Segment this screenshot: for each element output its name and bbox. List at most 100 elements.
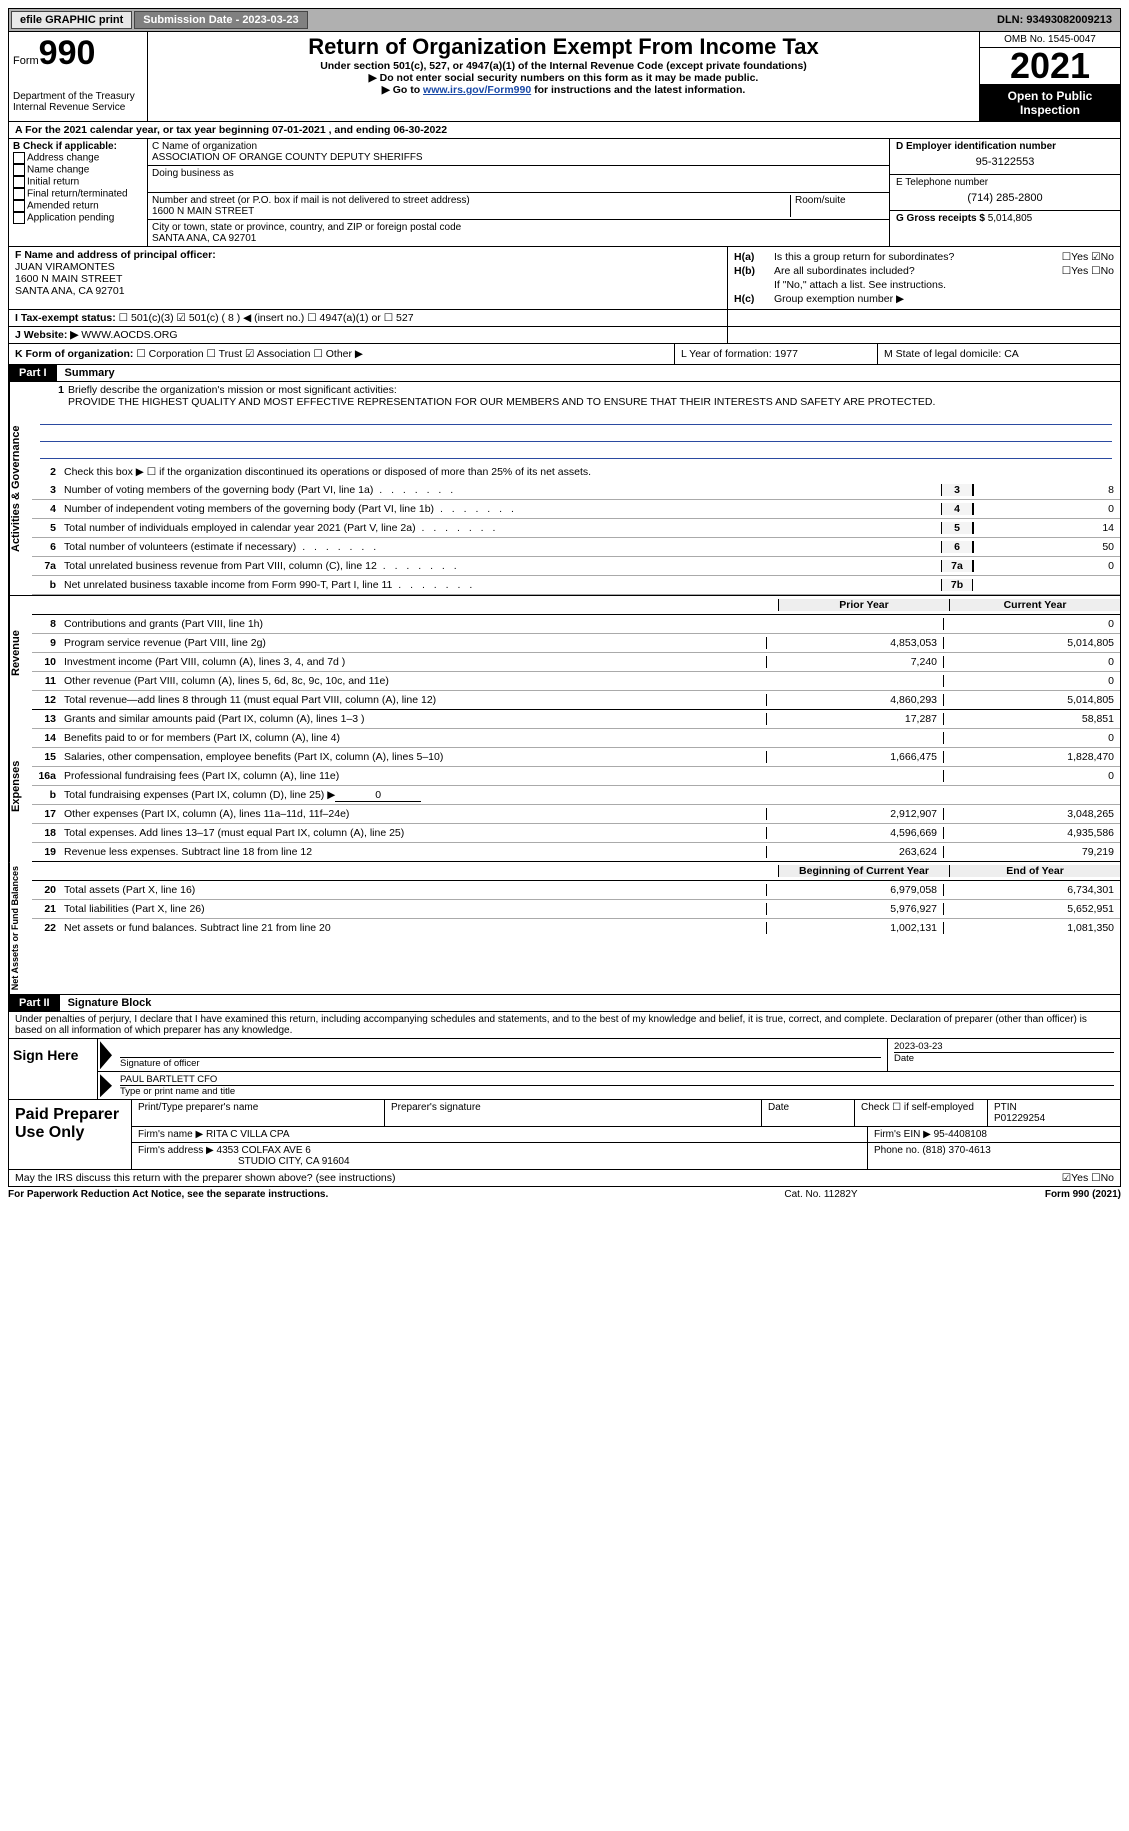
row-j: J Website: ▶ WWW.AOCDS.ORG — [8, 327, 1121, 344]
e17p: 2,912,907 — [766, 808, 943, 820]
r9c: 5,014,805 — [943, 637, 1120, 649]
org-name: ASSOCIATION OF ORANGE COUNTY DEPUTY SHER… — [152, 152, 885, 163]
ebd: Total fundraising expenses (Part IX, col… — [60, 788, 766, 802]
e14c: 0 — [943, 732, 1120, 744]
j-label: J Website: ▶ — [15, 329, 78, 341]
footer-form: Form 990 (2021) — [921, 1189, 1121, 1200]
street-label: Number and street (or P.O. box if mail i… — [152, 195, 790, 206]
hc-label: H(c) — [734, 293, 774, 305]
l2: Check this box ▶ ☐ if the organization d… — [60, 465, 1120, 479]
hc-text: Group exemption number ▶ — [774, 293, 1114, 305]
e16ad: Professional fundraising fees (Part IX, … — [60, 769, 766, 783]
r8c: 0 — [943, 618, 1120, 630]
chk-final: Final return/terminated — [27, 189, 128, 200]
col-b-label: B Check if applicable: — [13, 141, 143, 152]
e15p: 1,666,475 — [766, 751, 943, 763]
arrow-icon — [100, 1074, 112, 1097]
n22c: 1,081,350 — [943, 922, 1120, 934]
col-c: C Name of organization ASSOCIATION OF OR… — [148, 139, 889, 246]
form-number: 990 — [39, 34, 96, 72]
m-state: M State of legal domicile: CA — [878, 344, 1120, 364]
firm-addr2: STUDIO CITY, CA 91604 — [138, 1156, 861, 1167]
form-word: Form — [13, 55, 39, 67]
row-a: A For the 2021 calendar year, or tax yea… — [8, 122, 1121, 139]
officer-addr1: 1600 N MAIN STREET — [15, 273, 721, 285]
firm-phone: (818) 370-4613 — [922, 1145, 990, 1156]
ein: 95-3122553 — [896, 152, 1114, 172]
l4b: 4 — [941, 503, 973, 515]
n22d: Net assets or fund balances. Subtract li… — [60, 921, 766, 935]
gross: 5,014,805 — [988, 213, 1033, 224]
prep-r1c2: Preparer's signature — [385, 1100, 762, 1126]
e19d: Revenue less expenses. Subtract line 18 … — [60, 845, 766, 859]
ha-label: H(a) — [734, 251, 774, 263]
k-label: K Form of organization: — [15, 348, 133, 360]
n20d: Total assets (Part X, line 16) — [60, 883, 766, 897]
part-2-header: Part II Signature Block — [8, 995, 1121, 1012]
r12c: 5,014,805 — [943, 694, 1120, 706]
l4v: 0 — [973, 503, 1120, 515]
prep-r1c5: PTIN — [994, 1102, 1017, 1113]
arrow-icon — [100, 1041, 112, 1069]
city: SANTA ANA, CA 92701 — [152, 233, 885, 244]
tax-year: 2021 — [980, 48, 1120, 85]
l7bd: Net unrelated business taxable income fr… — [60, 578, 941, 592]
n21d: Total liabilities (Part X, line 26) — [60, 902, 766, 916]
l5d: Total number of individuals employed in … — [60, 521, 941, 535]
chk-pending: Application pending — [27, 213, 114, 224]
chk-name: Name change — [27, 165, 89, 176]
r10p: 7,240 — [766, 656, 943, 668]
e17c: 3,048,265 — [943, 808, 1120, 820]
side-ag: Activities & Governance — [9, 382, 32, 595]
r11d: Other revenue (Part VIII, column (A), li… — [60, 674, 766, 688]
r9p: 4,853,053 — [766, 637, 943, 649]
part-2-title: Signature Block — [60, 995, 160, 1011]
dba-label: Doing business as — [152, 168, 885, 179]
prior-hdr: Prior Year — [778, 599, 949, 611]
e18p: 4,596,669 — [766, 827, 943, 839]
firm-name-label: Firm's name ▶ — [138, 1129, 203, 1140]
ha-text: Is this a group return for subordinates? — [774, 251, 1004, 263]
firm-ein-label: Firm's EIN ▶ — [874, 1129, 931, 1140]
name-label: C Name of organization — [152, 141, 885, 152]
e13c: 58,851 — [943, 713, 1120, 725]
name-title-label: Type or print name and title — [120, 1085, 1114, 1097]
l6b: 6 — [941, 541, 973, 553]
e15c: 1,828,470 — [943, 751, 1120, 763]
i-label: I Tax-exempt status: — [15, 312, 116, 324]
l7bb: 7b — [941, 579, 973, 591]
l1-label: Briefly describe the organization's miss… — [68, 384, 397, 396]
sign-here-label: Sign Here — [9, 1039, 98, 1099]
side-rev: Revenue — [9, 596, 32, 710]
form-note-2-post: for instructions and the latest informat… — [531, 84, 745, 96]
dln: DLN: 93493082009213 — [997, 14, 1120, 26]
dept-treasury: Department of the Treasury Internal Reve… — [13, 91, 143, 113]
side-na: Net Assets or Fund Balances — [9, 862, 32, 994]
revenue-block: Revenue Prior Year Current Year 8Contrib… — [8, 595, 1121, 710]
n20p: 6,979,058 — [766, 884, 943, 896]
l5v: 14 — [973, 522, 1120, 534]
sig-date: 2023-03-23 — [894, 1041, 1114, 1052]
footer-pra: For Paperwork Reduction Act Notice, see … — [8, 1189, 721, 1200]
officer-label: F Name and address of principal officer: — [15, 249, 721, 261]
e19p: 263,624 — [766, 846, 943, 858]
firm-addr1: 4353 COLFAX AVE 6 — [217, 1145, 311, 1156]
e15d: Salaries, other compensation, employee b… — [60, 750, 766, 764]
firm-ein: 95-4408108 — [934, 1129, 987, 1140]
form-header: Form990 Department of the Treasury Inter… — [8, 32, 1121, 122]
e18d: Total expenses. Add lines 13–17 (must eq… — [60, 826, 766, 840]
l6v: 50 — [973, 541, 1120, 553]
efile-button[interactable]: efile GRAPHIC print — [11, 11, 132, 29]
may-irs: May the IRS discuss this return with the… — [8, 1170, 1121, 1187]
na-prior-hdr: Beginning of Current Year — [778, 865, 949, 877]
k-opts: ☐ Corporation ☐ Trust ☑ Association ☐ Ot… — [136, 348, 363, 360]
hb-label: H(b) — [734, 265, 774, 277]
firm-name: RITA C VILLA CPA — [206, 1129, 290, 1140]
l5b: 5 — [941, 522, 973, 534]
ein-label: D Employer identification number — [896, 141, 1114, 152]
hb-yn: ☐Yes ☐No — [1004, 265, 1114, 277]
irs-link[interactable]: www.irs.gov/Form990 — [423, 84, 531, 96]
phone: (714) 285-2800 — [896, 188, 1114, 208]
part-2-box: Part II — [9, 995, 60, 1011]
e13p: 17,287 — [766, 713, 943, 725]
